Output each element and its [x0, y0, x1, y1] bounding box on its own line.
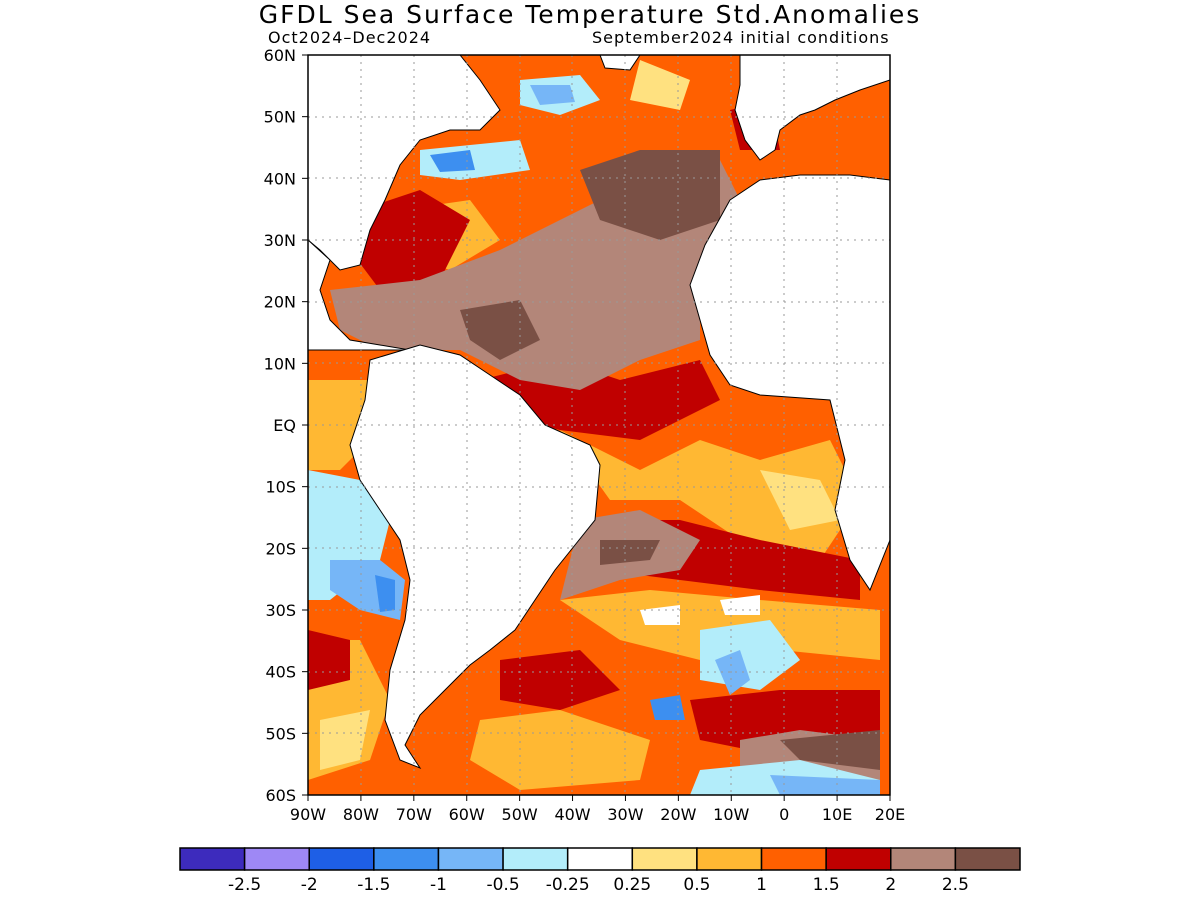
- lon-label: 70W: [396, 805, 432, 824]
- initial-conditions: September2024 initial conditions: [592, 28, 890, 47]
- lat-label: 10N: [264, 354, 296, 373]
- colorbar-swatch: [825, 847, 892, 871]
- lon-label: 20E: [875, 805, 905, 824]
- colorbar-label: 2: [885, 875, 896, 895]
- forecast-period: Oct2024–Dec2024: [268, 28, 432, 47]
- colorbar: [179, 847, 1021, 871]
- colorbar-swatch: [631, 847, 698, 871]
- lat-label: 30S: [265, 601, 296, 620]
- colorbar-label: -0.5: [486, 875, 519, 895]
- colorbar-label: -1.5: [357, 875, 390, 895]
- central-america-land: [308, 239, 411, 351]
- lon-label: 90W: [290, 805, 326, 824]
- lon-label: 60W: [449, 805, 485, 824]
- colorbar-swatch: [566, 847, 634, 871]
- lat-label: 40N: [264, 169, 296, 188]
- lon-label: 20W: [660, 805, 696, 824]
- colorbar-label: -1: [430, 875, 447, 895]
- lon-label: 50W: [502, 805, 538, 824]
- lon-label: 0: [779, 805, 789, 824]
- lat-label: 20S: [265, 539, 296, 558]
- colorbar-label: 1: [756, 875, 767, 895]
- colorbar-swatch: [954, 847, 1021, 871]
- colorbar-label: 1.5: [813, 875, 840, 895]
- colorbar-swatch: [308, 847, 375, 871]
- south-america-land: [349, 344, 601, 770]
- lat-label: 20N: [264, 293, 296, 312]
- colorbar-swatch: [243, 847, 310, 871]
- lat-label: 40S: [265, 663, 296, 682]
- lon-label: 10W: [713, 805, 749, 824]
- colorbar-labels: -2.5 -2 -1.5 -1 -0.5 -0.25 0.25 0.5 1 1.5 2 2.5: [228, 875, 969, 895]
- lat-label: 50S: [265, 724, 296, 743]
- lat-label: 50N: [264, 108, 296, 127]
- colorbar-swatch: [373, 847, 440, 871]
- colorbar-label: -2.5: [228, 875, 261, 895]
- colorbar-label: 0.5: [683, 875, 710, 895]
- colorbar-label: 0.25: [613, 875, 651, 895]
- lon-label: 30W: [607, 805, 643, 824]
- latitude-labels: 60N 50N 40N 30N 20N 10N EQ 10S 20S 30S 40S 50S 60S: [264, 46, 308, 805]
- lat-label: EQ: [273, 416, 296, 435]
- lon-label: 40W: [554, 805, 590, 824]
- colorbar-label: -0.25: [546, 875, 590, 895]
- lat-label: 10S: [265, 478, 296, 497]
- lon-label: 10E: [822, 805, 852, 824]
- lon-label: 80W: [343, 805, 379, 824]
- lat-label: 60N: [264, 46, 296, 65]
- map-title: GFDL Sea Surface Temperature Std.Anomali…: [258, 0, 922, 29]
- lat-label: 30N: [264, 231, 296, 250]
- grid-lines: [308, 55, 890, 795]
- colorbar-swatch: [760, 847, 827, 871]
- colorbar-swatch: [179, 847, 246, 871]
- colorbar-swatch: [437, 847, 504, 871]
- ocean-field: [308, 55, 890, 795]
- lat-label: 60S: [265, 786, 296, 805]
- europe-land: [734, 55, 890, 161]
- colorbar-swatch: [502, 847, 569, 871]
- longitude-labels: 90W 80W 70W 60W 50W 40W 30W 20W 10W 0 10E 20E: [290, 795, 905, 824]
- greenland-area: [599, 55, 641, 71]
- colorbar-label: -2: [301, 875, 318, 895]
- africa-land: [689, 174, 890, 592]
- colorbar-label: 2.5: [942, 875, 969, 895]
- colorbar-swatch: [696, 847, 763, 871]
- colorbar-swatch: [890, 847, 957, 871]
